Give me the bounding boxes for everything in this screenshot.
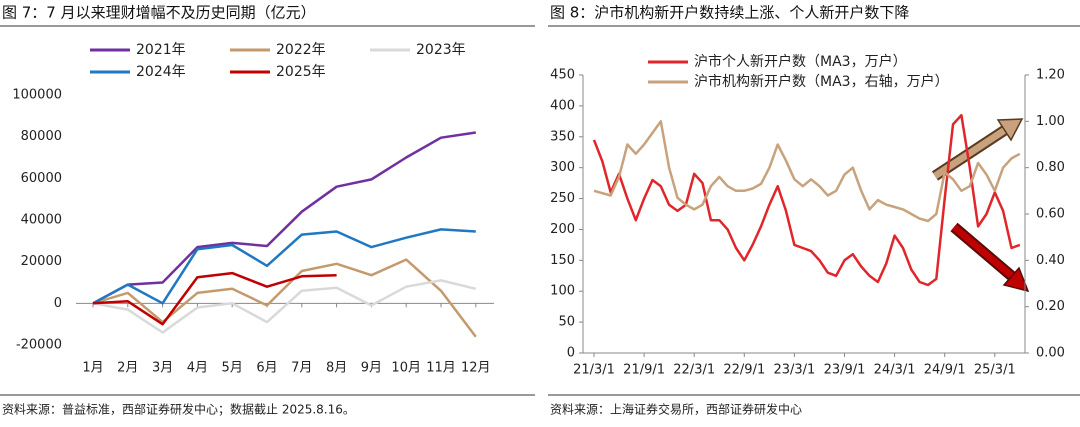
x-tick-label: 8月 — [326, 361, 347, 376]
legend-label: 2022年 — [276, 42, 326, 58]
y-tick-label: 450 — [550, 68, 575, 83]
source-note: 资料来源：上海证券交易所，西部证券研发中心 — [550, 402, 802, 417]
y-tick-label: 300 — [550, 160, 575, 175]
x-tick-label: 21/9/1 — [623, 363, 665, 378]
series-line — [593, 120, 1021, 223]
x-tick-label: 9月 — [361, 361, 382, 376]
legend-label: 2024年 — [136, 64, 186, 80]
series-line — [92, 271, 337, 326]
y-tick-label: 60000 — [21, 171, 62, 186]
chart-title: 图 7：7 月以来理财增幅不及历史同期（亿元） — [2, 4, 316, 22]
trend-arrow-down — [950, 222, 1030, 293]
y-tick-label: 80000 — [21, 129, 62, 144]
series-line — [92, 279, 477, 334]
series-line — [92, 131, 476, 305]
x-tick-label: 24/9/1 — [924, 363, 966, 378]
legend-label: 沪市机构新开户数（MA3，右轴，万户） — [694, 73, 949, 90]
y-tick-label: 100000 — [12, 88, 62, 103]
y-tick-label: 100 — [550, 284, 575, 299]
y-tick-label: 0 — [567, 346, 575, 361]
x-tick-label: 23/9/1 — [824, 363, 866, 378]
x-tick-label: 6月 — [256, 361, 277, 376]
x-tick-label: 21/3/1 — [573, 363, 615, 378]
y-tick-label: 50 — [558, 315, 575, 330]
y2-tick-label: 1.00 — [1036, 114, 1065, 129]
source-note: 资料来源：普益标准，西部证券研发中心；数据截止 2025.8.16。 — [2, 402, 355, 417]
y-tick-label: 250 — [550, 191, 575, 206]
y2-tick-label: 0.00 — [1036, 346, 1065, 361]
y-tick-label: 20000 — [21, 254, 62, 269]
series-line — [92, 258, 477, 338]
x-tick-label: 7月 — [291, 361, 312, 376]
chart-title: 图 8：沪市机构新开户数持续上涨、个人新开户数下降 — [550, 4, 909, 22]
series-line — [92, 228, 476, 305]
y-tick-label: 400 — [550, 98, 575, 113]
y2-tick-label: 0.20 — [1036, 299, 1065, 314]
x-tick-label: 23/3/1 — [773, 363, 815, 378]
y2-tick-label: 1.20 — [1036, 68, 1065, 83]
x-tick-label: 22/9/1 — [723, 363, 765, 378]
y2-tick-label: 0.80 — [1036, 160, 1065, 175]
x-tick-label: 10月 — [391, 361, 421, 376]
x-tick-label: 2月 — [117, 361, 138, 376]
y2-tick-label: 0.40 — [1036, 253, 1065, 268]
x-tick-label: 5月 — [222, 361, 243, 376]
legend-label: 沪市个人新开户数（MA3，万户） — [694, 53, 907, 70]
y-tick-label: -20000 — [16, 338, 62, 353]
y2-tick-label: 0.60 — [1036, 207, 1065, 222]
x-tick-label: 4月 — [187, 361, 208, 376]
x-tick-label: 11月 — [426, 361, 456, 376]
y-tick-label: 0 — [54, 296, 62, 311]
y-tick-label: 40000 — [21, 213, 62, 228]
y-tick-label: 150 — [550, 253, 575, 268]
legend-label: 2025年 — [276, 64, 326, 80]
legend-label: 2023年 — [416, 42, 466, 58]
x-tick-label: 25/3/1 — [974, 363, 1016, 378]
x-tick-label: 22/3/1 — [673, 363, 715, 378]
y-tick-label: 350 — [550, 129, 575, 144]
legend-label: 2021年 — [136, 42, 186, 58]
x-tick-label: 1月 — [82, 361, 103, 376]
series-line — [592, 113, 1021, 287]
y-tick-label: 200 — [550, 222, 575, 237]
x-tick-label: 24/3/1 — [874, 363, 916, 378]
x-tick-label: 12月 — [461, 361, 491, 376]
x-tick-label: 3月 — [152, 361, 173, 376]
